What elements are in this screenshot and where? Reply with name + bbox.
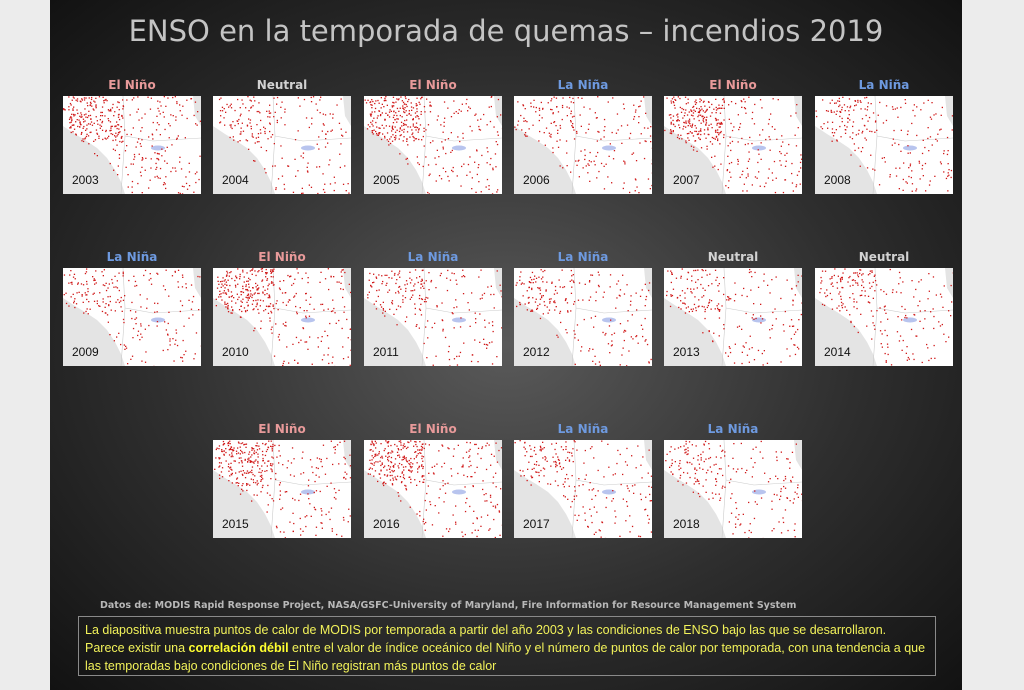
map-year: 2017: [523, 517, 550, 531]
slide: ENSO en la temporada de quemas – incendi…: [50, 0, 962, 690]
enso-phase: El Niño: [709, 78, 757, 92]
map-year: 2016: [373, 517, 400, 531]
map-year: 2015: [222, 517, 249, 531]
source-note: Datos de: MODIS Rapid Response Project, …: [100, 600, 797, 611]
enso-phase: Neutral: [707, 250, 759, 264]
map-image: [213, 440, 351, 538]
map-image: [63, 268, 201, 366]
map-image: [815, 96, 953, 194]
map-year: 2014: [824, 345, 851, 359]
description-text: La diapositiva muestra puntos de calor d…: [85, 623, 887, 655]
map-image: [364, 268, 502, 366]
map-image: [364, 96, 502, 194]
enso-phase: El Niño: [409, 78, 457, 92]
map-image: [815, 268, 953, 366]
fire-map: 2004: [213, 96, 351, 194]
fire-map: 2017: [514, 440, 652, 538]
map-year: 2003: [72, 173, 99, 187]
fire-map: 2012: [514, 268, 652, 366]
map-image: [364, 440, 502, 538]
fire-map: 2007: [664, 96, 802, 194]
map-year: 2004: [222, 173, 249, 187]
fire-map: 2013: [664, 268, 802, 366]
fire-map: 2006: [514, 96, 652, 194]
enso-phase: Neutral: [858, 250, 910, 264]
enso-phase: La Niña: [557, 250, 609, 264]
fire-map: 2010: [213, 268, 351, 366]
map-image: [514, 268, 652, 366]
description-text: entre el valor de índice oceánico del Ni…: [85, 641, 926, 673]
map-image: [213, 96, 351, 194]
map-year: 2013: [673, 345, 700, 359]
enso-phase: La Niña: [106, 250, 158, 264]
fire-map: 2016: [364, 440, 502, 538]
map-image: [664, 440, 802, 538]
map-year: 2012: [523, 345, 550, 359]
fire-map: 2014: [815, 268, 953, 366]
fire-map: 2008: [815, 96, 953, 194]
enso-phase: La Niña: [407, 250, 459, 264]
enso-phase: La Niña: [557, 422, 609, 436]
enso-phase: La Niña: [858, 78, 910, 92]
map-year: 2018: [673, 517, 700, 531]
fire-map: 2009: [63, 268, 201, 366]
enso-phase: El Niño: [108, 78, 156, 92]
slide-title: ENSO en la temporada de quemas – incendi…: [128, 14, 884, 48]
map-year: 2008: [824, 173, 851, 187]
fire-map: 2005: [364, 96, 502, 194]
enso-phase: El Niño: [258, 422, 306, 436]
map-year: 2007: [673, 173, 700, 187]
fire-map: 2015: [213, 440, 351, 538]
description-bold: correlación débil: [188, 641, 289, 655]
enso-phase: El Niño: [409, 422, 457, 436]
description-box: La diapositiva muestra puntos de calor d…: [78, 616, 936, 676]
map-image: [514, 440, 652, 538]
fire-map: 2018: [664, 440, 802, 538]
map-image: [63, 96, 201, 194]
enso-phase: El Niño: [258, 250, 306, 264]
map-image: [514, 96, 652, 194]
map-image: [213, 268, 351, 366]
fire-map: 2003: [63, 96, 201, 194]
map-year: 2010: [222, 345, 249, 359]
map-year: 2011: [373, 345, 399, 359]
enso-phase: La Niña: [707, 422, 759, 436]
map-image: [664, 96, 802, 194]
fire-map: 2011: [364, 268, 502, 366]
map-year: 2009: [72, 345, 99, 359]
map-year: 2005: [373, 173, 400, 187]
enso-phase: La Niña: [557, 78, 609, 92]
enso-phase: Neutral: [256, 78, 308, 92]
map-year: 2006: [523, 173, 550, 187]
map-image: [664, 268, 802, 366]
